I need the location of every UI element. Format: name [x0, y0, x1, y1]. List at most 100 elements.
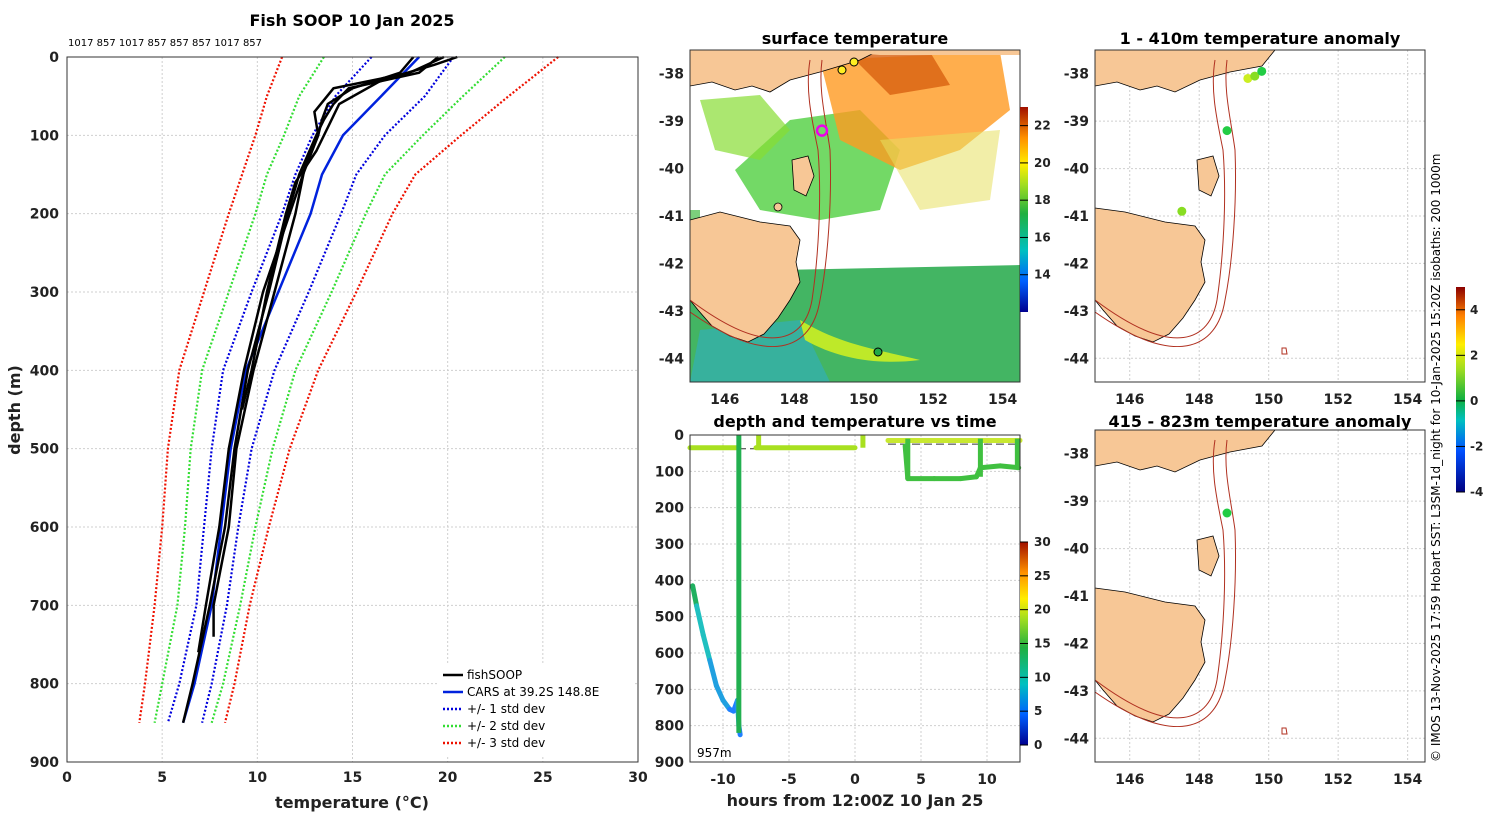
profile-series--2-std	[153, 56, 325, 724]
sst-map-xtick-label: 150	[849, 392, 878, 408]
anomaly-shallow-ytick-label: -41	[1064, 209, 1089, 225]
anomaly-shallow-xtick-label: 148	[1185, 392, 1214, 408]
isobath-200m	[1095, 439, 1226, 719]
time-ytick-label: 0	[674, 428, 684, 444]
sst-map-ytick-label: -38	[659, 67, 684, 83]
sst-colorbar-tick-label: 20	[1034, 156, 1051, 170]
sst-colorbar-tick-label: 16	[1034, 230, 1051, 244]
profile-xtick-label: 20	[438, 770, 458, 786]
anomaly-deep-xtick-label: 154	[1393, 772, 1422, 788]
anomaly-colorbar-tick-label: 2	[1470, 348, 1478, 362]
land-victoria	[1095, 50, 1276, 93]
time-series-shelf-profiles	[958, 474, 979, 482]
anomaly-colorbar	[1456, 287, 1465, 492]
anomaly-shallow-ytick-label: -40	[1064, 162, 1090, 178]
profile-title: Fish SOOP 10 Jan 2025	[250, 11, 455, 30]
sst-map-xtick-label: 146	[710, 392, 739, 408]
isobath-1000m	[1095, 59, 1237, 348]
sst-patch-hot	[850, 52, 950, 95]
land-flinders-island	[1196, 535, 1220, 577]
time-colorbar-tick-label: 25	[1034, 569, 1051, 583]
anomaly-deep-ytick-label: -39	[1064, 494, 1089, 510]
anomaly-shallow-points	[1177, 66, 1267, 216]
anomaly-deep-panel: 415 - 823m temperature anomaly 146 148 150…	[1064, 412, 1426, 788]
time-ytick-label: 900	[655, 755, 684, 771]
time-series-deep-profile	[700, 632, 713, 663]
anomaly-shallow-xtick-label: 146	[1115, 392, 1144, 408]
anomaly-colorbar-tick-label: 0	[1470, 394, 1478, 408]
anomaly-shallow-point	[1250, 71, 1260, 81]
time-xtick-label: -10	[710, 772, 736, 788]
time-colorbar-tick-label: 10	[1034, 670, 1051, 684]
anomaly-deep-xtick-label: 148	[1185, 772, 1214, 788]
time-series-shelf-profiles	[977, 463, 1003, 471]
time-xlabel: hours from 12:00Z 10 Jan 25	[727, 791, 984, 810]
anomaly-shallow-ytick-label: -38	[1064, 67, 1089, 83]
anomaly-deep-point	[1222, 508, 1232, 518]
time-colorbar-tick-label: 20	[1034, 603, 1051, 617]
isobath-200m	[1095, 59, 1226, 339]
land-flinders-island	[791, 155, 815, 197]
profile-series-fishsoop-1	[197, 56, 415, 653]
profile-legend: fishSOOP CARS at 39.2S 148.8E +/- 1 std …	[437, 665, 635, 757]
anomaly-colorbar-tick-label: -2	[1470, 439, 1483, 453]
sst-colorbar-ticks: 14 16 18 20 22	[1020, 119, 1051, 282]
anomaly-shallow-ticks: 146 148 150 152 154 -38 -39 -40 -41 -42 -43 -44	[1064, 67, 1423, 408]
anomaly-shallow-axes-box	[1094, 49, 1426, 383]
profile-xtick-label: 30	[628, 770, 648, 786]
profile-series-fishsoop-3	[240, 55, 458, 410]
anomaly-shallow-panel: 1 - 410m temperature anomaly 146 148 150 15…	[1064, 29, 1484, 499]
time-ytick-label: 300	[655, 537, 684, 553]
time-colorbar-ticks: 0 5 10 15 20 25 30	[1020, 535, 1051, 752]
sst-colorbar-tick-label: 22	[1034, 119, 1051, 133]
anomaly-deep-ytick-label: -43	[1064, 684, 1089, 700]
sst-front-filament	[800, 320, 920, 362]
profile-axes-box	[66, 56, 639, 763]
anomaly-deep-points	[1222, 508, 1232, 518]
profile-ytick-label: 300	[30, 285, 59, 301]
sst-map-ticks: 146 148 150 152 154 -38 -39 -40 -41 -42 -43 -44	[659, 67, 1018, 408]
profile-ytick-label: 0	[49, 50, 59, 66]
sst-map-ytick-label: -41	[659, 209, 684, 225]
land-tasmania	[1095, 207, 1206, 343]
profile-xtick-label: 5	[157, 770, 167, 786]
anomaly-deep-xtick-label: 152	[1324, 772, 1353, 788]
time-series-deep-profile	[707, 657, 719, 689]
sst-colorbar-tick-label: 18	[1034, 193, 1051, 207]
time-ytick-label: 800	[655, 719, 684, 735]
anomaly-deep-xtick-label: 150	[1254, 772, 1283, 788]
anomaly-shallow-point	[1222, 126, 1232, 136]
anomaly-deep-title: 415 - 823m temperature anomaly	[1109, 412, 1412, 431]
isobath-1000m	[1095, 439, 1237, 728]
time-colorbar-tick-label: 30	[1034, 535, 1051, 549]
profile-series--3-std	[138, 56, 284, 723]
sst-patch-southwest	[690, 320, 830, 382]
anomaly-deep-axes-box	[1094, 429, 1426, 763]
sst-map-panel: surface temperature	[659, 29, 1051, 408]
time-ytick-label: 200	[655, 501, 684, 517]
time-colorbar-tick-label: 0	[1034, 738, 1042, 752]
land-nsw	[820, 50, 1020, 55]
sst-map-xtick-label: 148	[780, 392, 809, 408]
isobath-1000m	[690, 59, 832, 348]
sst-colorbar-tick-label: 14	[1034, 268, 1051, 282]
time-series	[687, 435, 1023, 738]
anomaly-colorbar-ticks: -4 -2 0 2 4	[1456, 303, 1483, 499]
sst-station-dot	[837, 65, 847, 75]
time-ytick-label: 500	[655, 610, 684, 626]
profile-ytick-label: 800	[30, 677, 59, 693]
anomaly-shallow-ytick-label: -44	[1064, 351, 1090, 367]
time-ytick-label: 700	[655, 682, 684, 698]
sst-map-xtick-label: 154	[988, 392, 1017, 408]
profile-ytick-label: 500	[30, 442, 59, 458]
anomaly-deep-ytick-label: -38	[1064, 447, 1089, 463]
isobath-seamount	[1281, 347, 1288, 355]
anomaly-shallow-ytick-label: -43	[1064, 304, 1089, 320]
time-colorbar-tick-label: 5	[1034, 704, 1042, 718]
anomaly-deep-ytick-label: -40	[1064, 542, 1090, 558]
land-tasmania	[1095, 587, 1206, 723]
time-colorbar-tick-label: 15	[1034, 637, 1051, 651]
sst-map-ytick-label: -40	[659, 162, 685, 178]
land-victoria	[690, 50, 1020, 93]
